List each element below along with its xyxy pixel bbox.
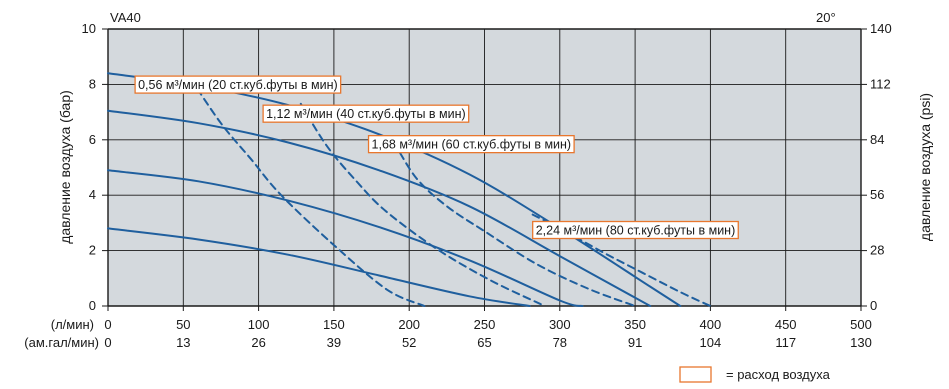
y-tick-label-left: 2 — [89, 243, 96, 258]
y-tick-label-right: 84 — [870, 132, 884, 147]
y-tick-label-right: 112 — [870, 76, 891, 91]
annotation-box: 1,68 м³/мин (60 ст.куб.футы в мин) — [367, 134, 575, 154]
pressure-flow-curve — [107, 169, 584, 307]
annotation-border — [367, 134, 575, 154]
y-tick-label-right: 56 — [870, 187, 884, 202]
x-tick-label-primary: 50 — [176, 317, 190, 332]
y-tick-label-right: 140 — [870, 21, 892, 36]
annotation-box: 0,56 м³/мин (20 ст.куб.футы в мин) — [134, 75, 342, 94]
chart-title: VA40 — [110, 10, 141, 25]
x-tick-label-primary: 200 — [398, 317, 420, 332]
annotation-label: 0,56 м³/мин (20 ст.куб.футы в мин) — [138, 78, 338, 92]
x-tick-label-primary: 400 — [700, 317, 722, 332]
x-tick-label-secondary: 78 — [553, 335, 567, 350]
y-tick-label-right: 0 — [870, 298, 877, 313]
x-tick-label-secondary: 39 — [327, 335, 341, 350]
y-tick-label-left: 4 — [89, 187, 96, 202]
x-ticks: 0 0 50 13 100 26 150 39 200 52 250 65 300 78 350 91 400 1… — [104, 306, 872, 350]
y-ticks-right: 0 28 56 84 112 140 — [861, 21, 892, 313]
x-tick-label-secondary: 104 — [700, 335, 722, 350]
legend-swatch — [679, 366, 712, 383]
x-tick-label-secondary: 52 — [402, 335, 416, 350]
air-consumption-curve — [299, 102, 546, 307]
x-tick-label-secondary: 117 — [775, 335, 796, 350]
temperature-label: 20° — [816, 10, 836, 25]
x-tick-label-primary: 100 — [248, 317, 270, 332]
legend-text: = расход воздуха — [726, 367, 831, 382]
annotation-label: 2,24 м³/мин (80 ст.куб.футы в мин) — [536, 224, 736, 238]
x-tick-label-primary: 300 — [549, 317, 571, 332]
annotation-box: 2,24 м³/мин (80 ст.куб.футы в мин) — [532, 220, 739, 240]
annotations: 0,56 м³/мин (20 ст.куб.футы в мин) 1,12 м… — [134, 75, 739, 240]
pressure-flow-curve — [107, 109, 652, 307]
x-tick-label-secondary: 65 — [477, 335, 491, 350]
x-tick-label-primary: 500 — [850, 317, 872, 332]
y-tick-label-left: 10 — [82, 21, 96, 36]
y-axis-label-left: давление воздуха (бар) — [57, 90, 73, 244]
annotation-border — [134, 75, 342, 94]
x-tick-label-primary: 250 — [474, 317, 496, 332]
x-tick-label-primary: 150 — [323, 317, 345, 332]
y-axis-label-right: давление воздуха (psi) — [917, 93, 933, 241]
x-tick-label-primary: 350 — [624, 317, 646, 332]
x-tick-label-secondary: 26 — [251, 335, 265, 350]
x-tick-label-primary: 450 — [775, 317, 797, 332]
x-tick-label-primary: 0 — [104, 317, 111, 332]
annotation-border — [532, 220, 739, 240]
x-tick-label-secondary: 91 — [628, 335, 642, 350]
pressure-flow-curve — [107, 227, 531, 307]
y-ticks-left: 0 2 4 6 8 10 — [82, 21, 108, 313]
x-tick-label-secondary: 13 — [176, 335, 190, 350]
x-tick-label-secondary: 130 — [850, 335, 872, 350]
y-tick-label-left: 6 — [89, 132, 96, 147]
annotation-label: 1,68 м³/мин (60 ст.куб.футы в мин) — [372, 138, 572, 152]
annotation-border — [262, 104, 470, 123]
annotation-label: 1,12 м³/мин (40 ст.куб.футы в мин) — [266, 107, 466, 121]
y-tick-label-left: 0 — [89, 298, 96, 313]
x-tick-label-secondary: 0 — [104, 335, 111, 350]
y-tick-label-right: 28 — [870, 243, 884, 258]
y-tick-label-left: 8 — [89, 76, 96, 91]
air-consumption-curve — [189, 77, 426, 307]
annotation-box: 1,12 м³/мин (40 ст.куб.футы в мин) — [262, 104, 470, 123]
x-unit-secondary: (ам.гал/мин) — [24, 335, 99, 350]
air-consumption-curve — [393, 141, 637, 307]
x-unit-primary: (л/мин) — [51, 317, 94, 332]
